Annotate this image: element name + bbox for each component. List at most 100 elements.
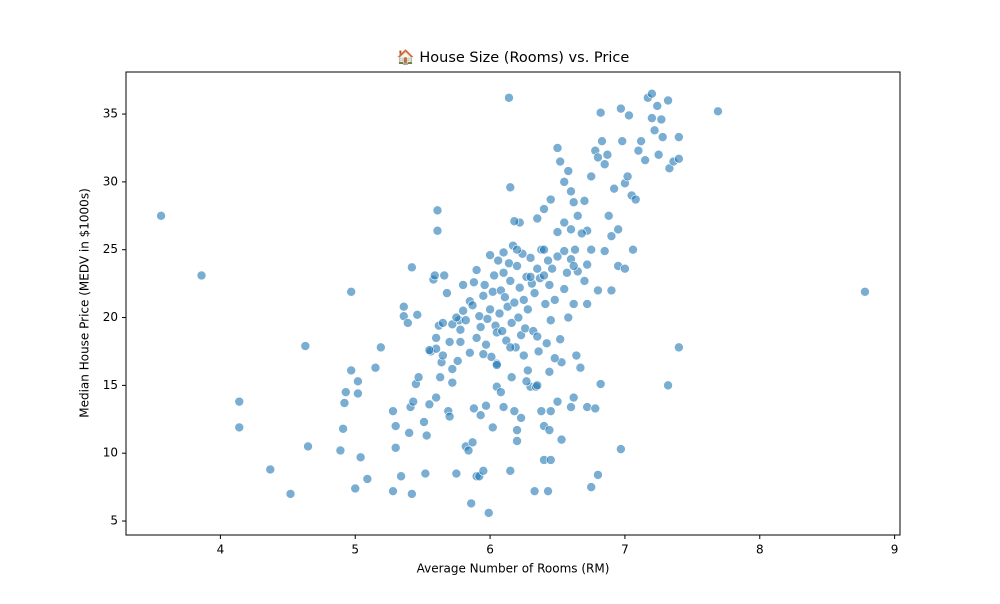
point	[647, 88, 657, 99]
point	[424, 399, 435, 410]
point	[458, 305, 468, 316]
point	[431, 392, 441, 403]
point	[466, 498, 476, 509]
point	[617, 136, 628, 146]
point	[339, 398, 350, 408]
point	[521, 376, 532, 387]
x-tick-label: 6	[486, 543, 494, 557]
point	[543, 255, 553, 266]
point	[478, 291, 489, 301]
point	[512, 261, 522, 271]
point	[586, 244, 597, 255]
point	[590, 403, 601, 414]
point	[455, 337, 466, 347]
point	[647, 113, 657, 123]
point	[539, 270, 549, 281]
point	[606, 231, 617, 241]
point	[505, 276, 516, 286]
point	[403, 318, 413, 328]
point	[407, 489, 417, 499]
point	[656, 114, 667, 125]
point	[481, 339, 491, 350]
point	[636, 136, 646, 146]
point	[300, 341, 311, 351]
point	[593, 470, 603, 480]
point	[576, 228, 587, 239]
point	[465, 348, 475, 358]
point	[504, 92, 514, 103]
point	[559, 246, 570, 256]
point	[451, 312, 462, 323]
point	[506, 318, 517, 328]
point	[469, 277, 479, 288]
point	[452, 356, 463, 366]
y-tick-label: 30	[103, 174, 118, 188]
point	[633, 145, 644, 156]
point	[388, 406, 398, 416]
point	[593, 152, 603, 163]
point	[404, 428, 414, 438]
x-tick-label: 7	[621, 543, 629, 557]
point	[407, 262, 417, 273]
point	[234, 396, 245, 407]
point	[396, 471, 406, 482]
point	[471, 265, 482, 275]
point	[509, 297, 520, 308]
point	[444, 337, 455, 347]
point	[566, 186, 576, 197]
point	[474, 311, 485, 321]
y-tick-label: 25	[103, 242, 118, 256]
point	[599, 159, 610, 170]
point	[512, 436, 522, 446]
point	[435, 372, 445, 383]
point	[355, 452, 366, 463]
point	[438, 318, 448, 328]
point	[432, 225, 443, 236]
plot-frame	[125, 71, 901, 536]
point	[516, 413, 526, 423]
point	[545, 315, 556, 326]
point	[370, 362, 381, 373]
point	[566, 402, 576, 412]
point	[442, 288, 452, 298]
point	[469, 403, 479, 414]
point	[447, 377, 458, 388]
point	[595, 379, 606, 389]
point	[390, 421, 401, 431]
point	[432, 205, 443, 216]
point	[602, 149, 613, 160]
point	[492, 360, 502, 370]
point	[447, 364, 458, 374]
point	[572, 210, 583, 221]
point	[482, 314, 493, 324]
point	[353, 376, 363, 387]
point	[529, 288, 540, 298]
point	[860, 286, 870, 297]
point	[234, 422, 245, 433]
point	[489, 270, 499, 281]
point	[568, 261, 579, 271]
point	[713, 106, 723, 117]
point	[582, 299, 592, 309]
point	[478, 349, 489, 359]
point	[570, 244, 580, 255]
point	[543, 486, 553, 496]
point	[475, 322, 486, 332]
point	[520, 323, 530, 334]
point	[552, 251, 563, 262]
point	[539, 204, 549, 214]
point	[388, 486, 398, 496]
point	[485, 250, 495, 260]
point	[652, 101, 663, 111]
point	[412, 310, 423, 320]
point	[609, 183, 619, 194]
point	[595, 107, 606, 118]
point	[420, 468, 431, 479]
point	[582, 259, 592, 270]
point	[550, 353, 560, 364]
point	[547, 263, 557, 274]
point	[429, 270, 440, 281]
point	[556, 434, 567, 445]
point	[487, 422, 498, 433]
